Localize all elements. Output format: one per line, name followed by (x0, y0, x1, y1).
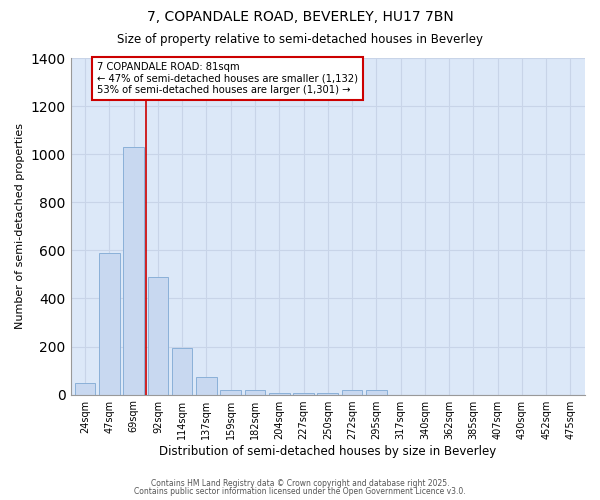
Y-axis label: Number of semi-detached properties: Number of semi-detached properties (15, 124, 25, 330)
Bar (245, 390, 265, 394)
Text: Contains public sector information licensed under the Open Government Licence v3: Contains public sector information licen… (134, 487, 466, 496)
Bar (99, 252, 119, 394)
Bar (124, 147, 144, 394)
Text: 7, COPANDALE ROAD, BEVERLEY, HU17 7BN: 7, COPANDALE ROAD, BEVERLEY, HU17 7BN (146, 10, 454, 24)
Bar (366, 390, 386, 394)
Bar (148, 277, 168, 394)
Text: Size of property relative to semi-detached houses in Beverley: Size of property relative to semi-detach… (117, 32, 483, 46)
Bar (220, 390, 241, 394)
Bar (172, 348, 193, 395)
Bar (196, 376, 217, 394)
Bar (75, 382, 95, 394)
X-axis label: Distribution of semi-detached houses by size in Beverley: Distribution of semi-detached houses by … (159, 444, 496, 458)
Text: Contains HM Land Registry data © Crown copyright and database right 2025.: Contains HM Land Registry data © Crown c… (151, 478, 449, 488)
Text: 7 COPANDALE ROAD: 81sqm
← 47% of semi-detached houses are smaller (1,132)
53% of: 7 COPANDALE ROAD: 81sqm ← 47% of semi-de… (97, 62, 358, 95)
Bar (342, 390, 362, 394)
